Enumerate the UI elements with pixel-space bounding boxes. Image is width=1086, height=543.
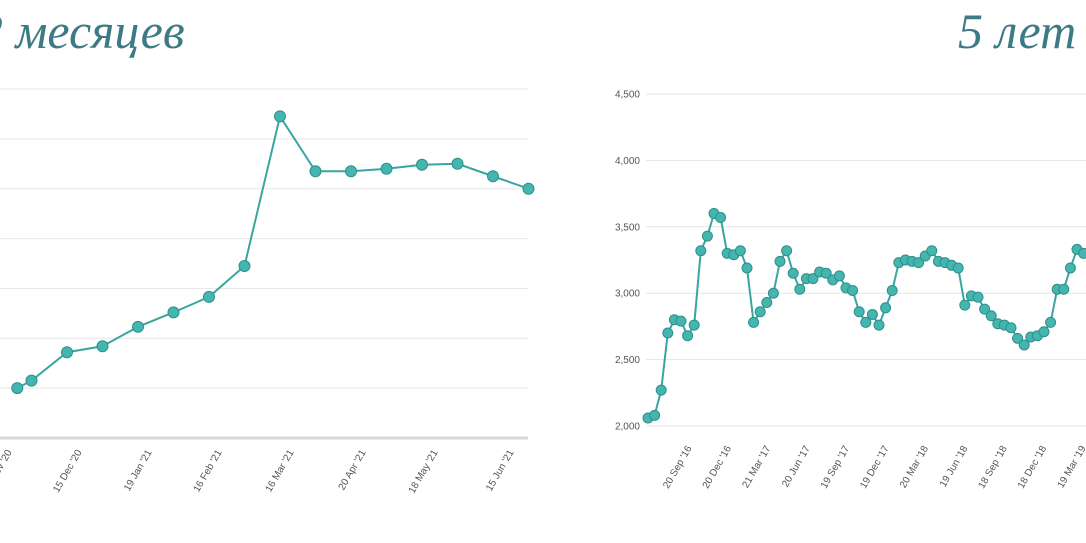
y-tick-label: 3,000	[615, 289, 640, 300]
chart-title-12-months: 2 месяцев	[0, 3, 185, 59]
data-point	[1012, 332, 1024, 344]
data-point	[61, 346, 73, 359]
data-point	[952, 262, 964, 274]
data-point	[820, 267, 832, 279]
data-point	[873, 319, 885, 331]
data-point	[1045, 316, 1057, 328]
data-point	[853, 306, 865, 318]
series-line	[16, 113, 529, 390]
data-point	[416, 158, 428, 171]
x-tick-label: 20 Mar '18	[898, 444, 931, 491]
data-point	[1038, 326, 1050, 338]
x-tick-label: 19 Jun '18	[938, 444, 971, 490]
data-point	[688, 319, 700, 331]
x-tick-label: 20 Dec '16	[701, 444, 734, 491]
data-point	[913, 257, 925, 269]
data-point	[833, 270, 845, 282]
data-point	[96, 340, 109, 353]
data-point	[1058, 283, 1070, 295]
data-point	[662, 327, 674, 339]
data-point	[487, 170, 499, 183]
data-point	[979, 303, 991, 315]
chart-title-5-years: 5 лет	[958, 3, 1077, 59]
data-point	[734, 245, 746, 257]
data-point	[926, 245, 938, 257]
line-chart-12-months: Nov '20 15 Dec '20 19 Jan '21 16 Feb '21 16 …	[0, 88, 535, 496]
y-tick-label: 2,500	[615, 355, 640, 366]
data-point	[787, 267, 799, 279]
data-point	[695, 245, 707, 257]
data-point	[274, 110, 286, 123]
data-point	[880, 302, 892, 314]
data-point	[25, 374, 38, 387]
data-point	[649, 409, 661, 421]
data-point	[748, 316, 760, 328]
data-point	[309, 165, 322, 178]
data-point	[781, 245, 793, 257]
data-point	[132, 320, 144, 333]
series-line	[647, 211, 1085, 419]
data-point	[807, 273, 819, 285]
data-point	[1078, 247, 1086, 259]
x-tick-label: 21 Mar '17	[740, 444, 773, 491]
data-point	[985, 310, 997, 322]
data-point	[866, 308, 878, 320]
x-tick-label: 20 Jun '17	[780, 444, 813, 490]
x-tick-label: 20 Sep '16	[661, 444, 694, 491]
data-point	[655, 384, 667, 396]
data-point	[715, 212, 727, 224]
data-point	[767, 287, 779, 299]
x-tick-label: 18 Dec '18	[1016, 444, 1049, 491]
data-point	[754, 306, 766, 318]
x-tick-label: 19 Mar '19	[1056, 444, 1086, 491]
data-point	[1005, 322, 1017, 334]
data-point	[794, 283, 806, 295]
data-point	[860, 316, 872, 328]
x-tick-label: 19 Sep '17	[819, 444, 852, 491]
data-point	[774, 255, 786, 267]
data-point	[741, 262, 753, 274]
data-point	[959, 299, 971, 311]
data-point	[522, 182, 535, 195]
data-point	[380, 162, 393, 175]
data-point	[1018, 339, 1030, 351]
x-tick-label: 19 Dec '17	[858, 444, 891, 491]
data-point	[1064, 262, 1076, 274]
data-point	[701, 230, 713, 242]
x-tick-label: 18 Sep '18	[977, 444, 1010, 491]
data-point	[238, 259, 251, 272]
data-point	[345, 165, 357, 178]
data-point	[847, 285, 859, 297]
data-point	[203, 290, 215, 303]
data-point	[682, 330, 694, 342]
data-point	[11, 382, 24, 395]
data-point	[675, 315, 687, 327]
data-point	[167, 306, 180, 319]
y-tick-label: 2,000	[615, 422, 640, 433]
y-tick-label: 3,500	[615, 222, 640, 233]
y-tick-label: 4,500	[615, 90, 640, 101]
data-point	[451, 157, 464, 170]
data-point	[972, 291, 984, 303]
data-point	[886, 285, 898, 297]
data-point	[761, 296, 773, 308]
y-tick-label: 4,000	[615, 156, 640, 167]
